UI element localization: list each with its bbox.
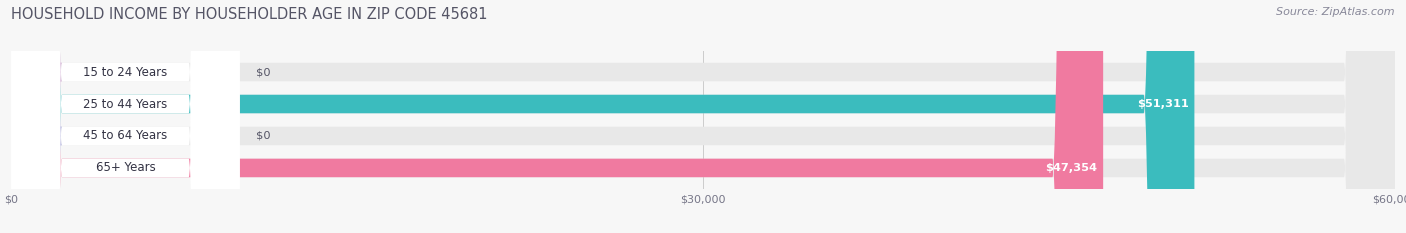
FancyBboxPatch shape [0, 0, 62, 233]
FancyBboxPatch shape [11, 0, 1395, 233]
Text: 45 to 64 Years: 45 to 64 Years [83, 130, 167, 143]
FancyBboxPatch shape [11, 0, 239, 233]
Text: $47,354: $47,354 [1046, 163, 1098, 173]
FancyBboxPatch shape [11, 0, 1195, 233]
FancyBboxPatch shape [11, 0, 1395, 233]
Text: 65+ Years: 65+ Years [96, 161, 155, 175]
Text: $0: $0 [256, 67, 271, 77]
FancyBboxPatch shape [11, 0, 239, 233]
FancyBboxPatch shape [11, 0, 239, 233]
FancyBboxPatch shape [11, 0, 1395, 233]
Text: 15 to 24 Years: 15 to 24 Years [83, 65, 167, 79]
Text: $0: $0 [256, 131, 271, 141]
Text: 25 to 44 Years: 25 to 44 Years [83, 97, 167, 110]
FancyBboxPatch shape [11, 0, 1104, 233]
Text: $51,311: $51,311 [1137, 99, 1189, 109]
FancyBboxPatch shape [11, 0, 1395, 233]
Text: HOUSEHOLD INCOME BY HOUSEHOLDER AGE IN ZIP CODE 45681: HOUSEHOLD INCOME BY HOUSEHOLDER AGE IN Z… [11, 7, 488, 22]
FancyBboxPatch shape [11, 0, 239, 233]
FancyBboxPatch shape [0, 0, 62, 233]
Text: Source: ZipAtlas.com: Source: ZipAtlas.com [1277, 7, 1395, 17]
